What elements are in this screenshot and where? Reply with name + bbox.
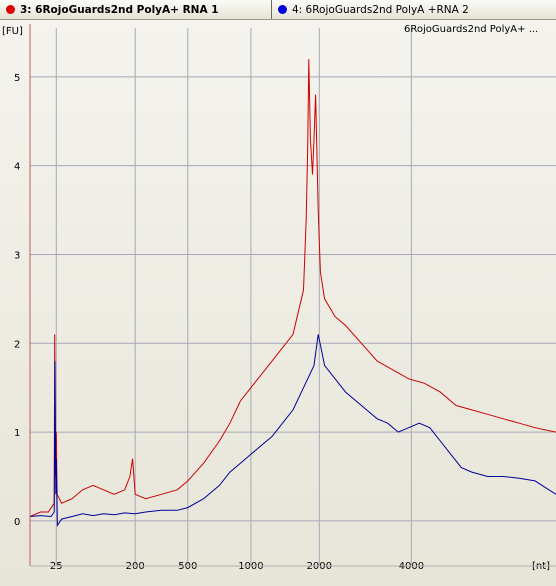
axes-layer: [FU] [nt] 6RojoGuards2nd PolyA+ ... 0123…	[2, 24, 556, 572]
chart-svg: [FU] [nt] 6RojoGuards2nd PolyA+ ... 0123…	[2, 24, 556, 572]
y-tick-label: 0	[14, 517, 20, 528]
series-layer	[29, 59, 556, 528]
red-dot-icon	[6, 5, 15, 14]
series-tab-bar: 3: 6RojoGuards2nd PolyA+ RNA 1 4: 6RojoG…	[0, 0, 556, 20]
series-line-1	[29, 59, 556, 517]
blue-dot-icon	[278, 5, 287, 14]
y-tick-label: 4	[14, 162, 20, 173]
y-tick-label: 3	[14, 250, 20, 261]
grid-lines	[30, 28, 556, 566]
y-axis-label: [FU]	[2, 26, 23, 37]
tab-label: 3: 6RojoGuards2nd PolyA+ RNA 1	[20, 3, 219, 16]
y-tick-label: 1	[14, 428, 20, 439]
y-tick-label: 5	[14, 73, 20, 84]
series-line-2	[29, 334, 556, 528]
y-tick-label: 2	[14, 339, 20, 350]
tab-series-3[interactable]: 3: 6RojoGuards2nd PolyA+ RNA 1	[0, 0, 272, 19]
legend-entry: 6RojoGuards2nd PolyA+ ...	[404, 24, 538, 35]
tab-label: 4: 6RojoGuards2nd PolyA +RNA 2	[292, 3, 469, 16]
tab-series-4[interactable]: 4: 6RojoGuards2nd PolyA +RNA 2	[272, 0, 556, 19]
